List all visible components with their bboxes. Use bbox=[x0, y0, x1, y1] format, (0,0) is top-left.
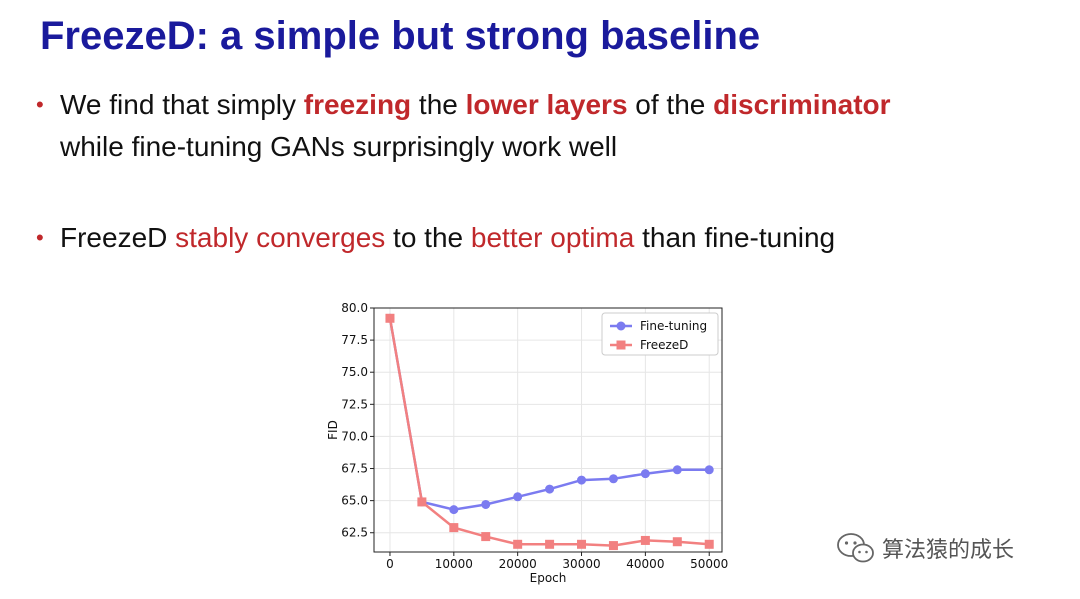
bullet-marker: • bbox=[36, 225, 44, 250]
x-tick-label: 20000 bbox=[499, 557, 537, 571]
bullet-text: FreezeD stably converges to the better o… bbox=[60, 222, 836, 253]
y-axis-label: FID bbox=[326, 420, 340, 440]
bullet-text: We find that simply freezing the lower l… bbox=[60, 89, 891, 162]
watermark: 算法猿的成长 bbox=[836, 532, 1014, 564]
legend-marker bbox=[616, 321, 626, 331]
point-freezed bbox=[545, 539, 555, 549]
x-tick-label: 30000 bbox=[562, 557, 600, 571]
x-axis-label: Epoch bbox=[530, 571, 567, 585]
point-freezed bbox=[640, 535, 650, 545]
watermark-text: 算法猿的成长 bbox=[882, 538, 1015, 563]
y-tick-label: 65.0 bbox=[341, 494, 368, 508]
point-fine-tuning bbox=[481, 499, 491, 509]
point-fine-tuning bbox=[513, 492, 523, 502]
point-fine-tuning bbox=[449, 505, 459, 515]
legend-marker bbox=[616, 340, 626, 350]
highlight-stably-converges: stably converges bbox=[175, 222, 386, 253]
point-freezed bbox=[577, 539, 587, 549]
point-fine-tuning bbox=[545, 484, 555, 494]
wechat-icon bbox=[837, 533, 874, 563]
point-freezed bbox=[608, 541, 618, 551]
point-freezed bbox=[704, 539, 714, 549]
point-freezed bbox=[417, 497, 427, 507]
fid-chart: 0 10000 20000 30000 40000 50000 62.5 65.0 67.5 70… bbox=[326, 301, 728, 585]
point-freezed bbox=[672, 537, 682, 547]
slide-title: FreezeD: a simple but strong baseline bbox=[40, 14, 761, 58]
point-fine-tuning bbox=[608, 474, 618, 484]
bullet-freezing: • We find that simply freezing the lower … bbox=[36, 84, 1020, 168]
point-fine-tuning bbox=[704, 465, 714, 475]
highlight-freezing: freezing bbox=[303, 89, 412, 120]
y-tick-label: 77.5 bbox=[341, 333, 368, 347]
y-tick-label: 70.0 bbox=[341, 429, 368, 443]
point-fine-tuning bbox=[672, 465, 682, 475]
y-tick-label: 75.0 bbox=[341, 365, 368, 379]
point-fine-tuning bbox=[640, 469, 650, 479]
point-freezed bbox=[481, 532, 491, 542]
highlight-discriminator: discriminator bbox=[713, 89, 891, 120]
point-fine-tuning bbox=[577, 475, 587, 485]
x-tick-label: 50000 bbox=[690, 557, 728, 571]
x-tick-label: 10000 bbox=[435, 557, 473, 571]
x-tick-label: 0 bbox=[386, 557, 394, 571]
point-freezed bbox=[385, 313, 395, 323]
x-tick-label: 40000 bbox=[626, 557, 664, 571]
y-tick-label: 67.5 bbox=[341, 462, 368, 476]
point-freezed bbox=[449, 523, 459, 533]
bullet-converges: • FreezeD stably converges to the better … bbox=[36, 217, 1020, 259]
y-tick-label: 80.0 bbox=[341, 301, 368, 315]
plot-frame bbox=[373, 307, 723, 553]
point-freezed bbox=[513, 539, 523, 549]
highlight-better-optima: better optima bbox=[470, 222, 635, 253]
legend-label: Fine-tuning bbox=[640, 319, 707, 333]
y-tick-label: 72.5 bbox=[341, 397, 368, 411]
legend-label: FreezeD bbox=[640, 338, 688, 352]
y-tick-label: 62.5 bbox=[341, 526, 368, 540]
bullet-marker: • bbox=[36, 92, 44, 117]
highlight-lower-layers: lower layers bbox=[465, 89, 628, 120]
